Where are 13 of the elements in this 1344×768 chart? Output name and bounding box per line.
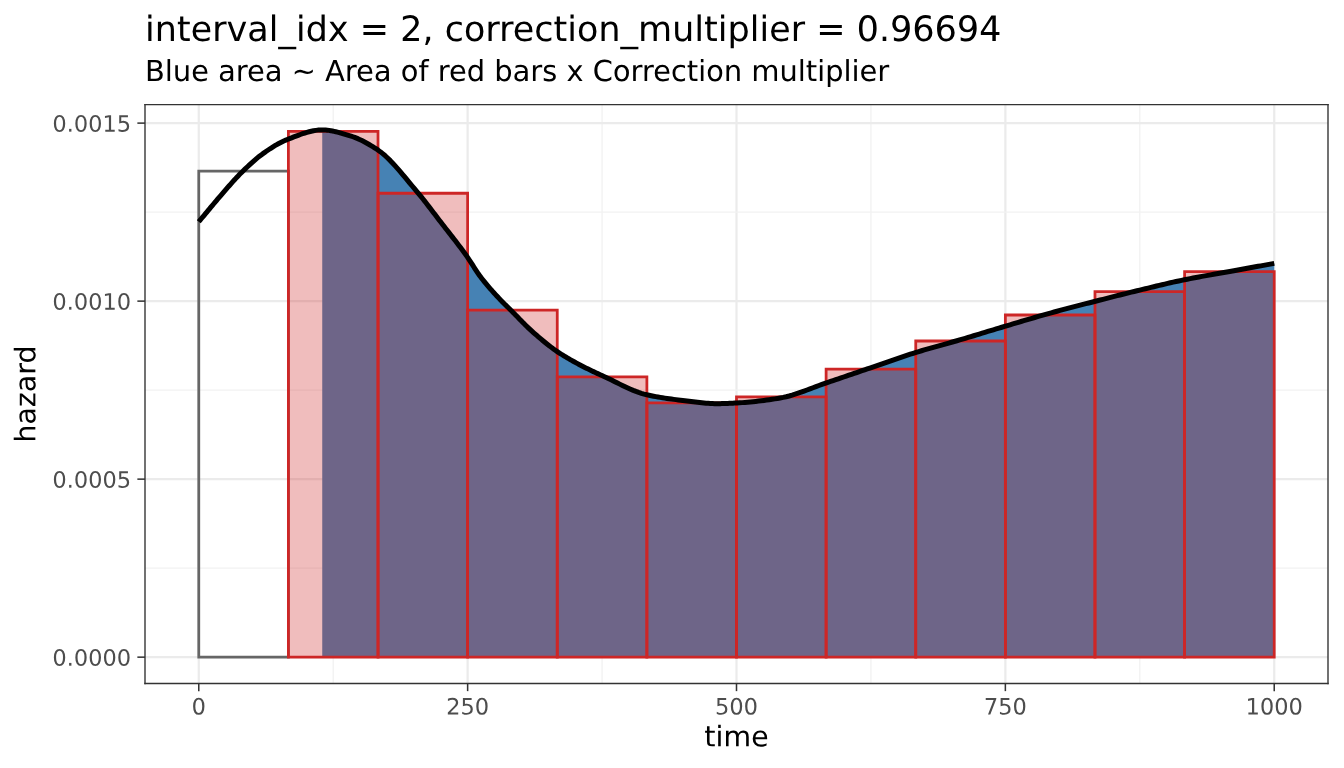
x-tick-label: 500 (716, 697, 757, 715)
y-tick-label: 0.0000 (53, 649, 130, 667)
x-tick-label: 1000 (1248, 697, 1302, 715)
chart-title: interval_idx = 2, correction_multiplier = 0.96694 (148, 14, 1000, 50)
y-tick-label: 0.0010 (53, 292, 130, 310)
y-tick-label: 0.0005 (53, 470, 130, 489)
x-tick-label: 750 (985, 697, 1026, 715)
x-tick-label: 250 (447, 697, 488, 715)
y-axis-title: hazard (13, 348, 36, 441)
chart-subtitle: Blue area ~ Area of red bars x Correction multiplier (147, 59, 890, 88)
x-axis-title: time (705, 724, 768, 747)
y-tick-label: 0.0015 (53, 114, 130, 132)
x-tick-label: 0 (193, 697, 205, 715)
